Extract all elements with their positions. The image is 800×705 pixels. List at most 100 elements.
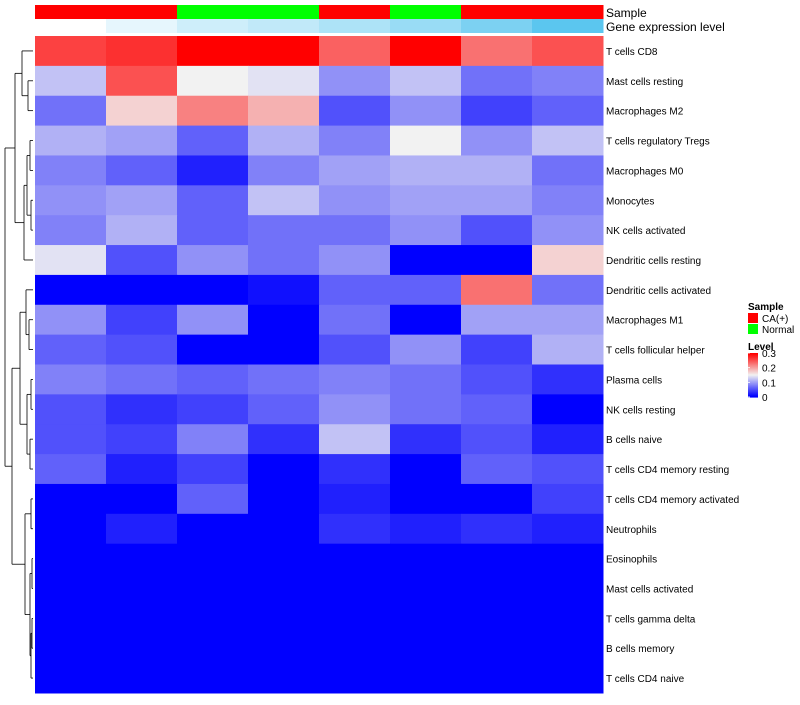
heatmap-cell bbox=[532, 274, 604, 306]
legend-gradient-step bbox=[748, 365, 758, 367]
gene-expression-annotation-cell bbox=[461, 19, 533, 33]
heatmap-cell bbox=[177, 334, 249, 365]
heatmap-cell bbox=[177, 185, 249, 216]
heatmap-cell bbox=[248, 245, 320, 276]
legend-gradient-step bbox=[748, 383, 758, 386]
heatmap-cell bbox=[390, 603, 462, 634]
heatmap-cell bbox=[106, 424, 178, 455]
heatmap-cell bbox=[177, 304, 249, 336]
heatmap-cell bbox=[461, 543, 533, 575]
heatmap-cell bbox=[319, 364, 391, 395]
heatmap-cell bbox=[532, 304, 604, 336]
heatmap-cell bbox=[461, 215, 533, 246]
heatmap-cell bbox=[532, 364, 604, 395]
heatmap-cell bbox=[390, 95, 462, 127]
heatmap-cell bbox=[390, 394, 462, 425]
heatmap-cell bbox=[35, 543, 107, 575]
heatmap-cell bbox=[319, 215, 391, 246]
legend-gradient-step bbox=[748, 389, 758, 391]
row-label: Neutrophils bbox=[606, 525, 657, 536]
legend-gradient-step bbox=[748, 370, 758, 373]
heatmap-cell bbox=[461, 95, 533, 127]
heatmap-cell bbox=[35, 95, 107, 127]
heatmap-cell bbox=[106, 65, 178, 97]
gene-expression-annotation-cell bbox=[248, 19, 320, 33]
heatmap-cell bbox=[106, 125, 178, 156]
heatmap-cell bbox=[35, 633, 107, 664]
heatmap-cell bbox=[319, 483, 391, 515]
row-label: T cells follicular helper bbox=[606, 346, 705, 357]
heatmap-cell bbox=[319, 155, 391, 186]
legend-gradient-step bbox=[748, 393, 758, 396]
legend-gradient-step bbox=[748, 358, 758, 361]
heatmap-cell bbox=[35, 394, 107, 425]
heatmap-cell bbox=[461, 603, 533, 634]
heatmap-cell bbox=[177, 274, 249, 306]
heatmap-cell bbox=[106, 603, 178, 634]
sample-annotation-cell bbox=[248, 5, 320, 19]
heatmap-cell bbox=[248, 65, 320, 97]
legend-level-tick-label: 0.2 bbox=[762, 364, 776, 375]
heatmap-cell bbox=[390, 334, 462, 365]
heatmap-cell bbox=[532, 185, 604, 216]
heatmap-cell bbox=[106, 483, 178, 515]
legend-sample-swatch bbox=[748, 324, 758, 334]
heatmap-cell bbox=[461, 633, 533, 664]
heatmap-cell bbox=[248, 633, 320, 664]
heatmap-cell bbox=[35, 274, 107, 306]
heatmap-cell bbox=[35, 155, 107, 186]
heatmap-cell bbox=[248, 543, 320, 575]
heatmap-cell bbox=[35, 513, 107, 545]
heatmap-cell bbox=[319, 543, 391, 575]
heatmap-cell bbox=[106, 513, 178, 545]
heatmap-cell bbox=[177, 543, 249, 575]
heatmap-cell bbox=[461, 125, 533, 156]
heatmap-cell bbox=[35, 65, 107, 97]
row-label: NK cells resting bbox=[606, 405, 675, 416]
heatmap-cell bbox=[390, 543, 462, 575]
heatmap-cell bbox=[106, 304, 178, 336]
heatmap-cell bbox=[177, 573, 249, 604]
heatmap-cell bbox=[532, 603, 604, 634]
legend-gradient-step bbox=[748, 360, 758, 363]
legend-gradient-step bbox=[748, 386, 758, 388]
heatmap-cell bbox=[248, 125, 320, 156]
heatmap-cell bbox=[248, 424, 320, 455]
heatmap-cell bbox=[532, 65, 604, 97]
heatmap-cell bbox=[532, 663, 604, 694]
heatmap-cell bbox=[177, 364, 249, 395]
row-label: Mast cells resting bbox=[606, 77, 683, 88]
legend-level-tick-label: 0.1 bbox=[762, 378, 776, 389]
legend-gradient-step bbox=[748, 357, 758, 360]
heatmap-cell bbox=[177, 125, 249, 156]
heatmap-cell bbox=[248, 364, 320, 395]
heatmap-cell bbox=[177, 95, 249, 127]
sample-annotation-cell bbox=[532, 5, 604, 19]
legend-gradient-step bbox=[748, 387, 758, 389]
heatmap-cell bbox=[390, 364, 462, 395]
legend-gradient-step bbox=[748, 381, 758, 384]
legend-gradient-step bbox=[748, 395, 758, 398]
heatmap-cells bbox=[35, 36, 604, 694]
heatmap-cell bbox=[106, 573, 178, 604]
heatmap-cell bbox=[177, 633, 249, 664]
heatmap-cell bbox=[390, 633, 462, 664]
heatmap-cell bbox=[248, 483, 320, 515]
legend-gradient-step bbox=[748, 353, 758, 355]
heatmap-cell bbox=[319, 245, 391, 276]
heatmap-cell bbox=[248, 155, 320, 186]
heatmap-cell bbox=[106, 334, 178, 365]
heatmap-cell bbox=[532, 633, 604, 664]
heatmap-cell bbox=[106, 155, 178, 186]
gene-expression-annotation-label: Gene expression level bbox=[606, 20, 725, 34]
legend-gradient-step bbox=[748, 366, 758, 368]
heatmap-cell bbox=[461, 394, 533, 425]
legend-gradient-step bbox=[748, 361, 758, 364]
heatmap-cell bbox=[461, 454, 533, 485]
heatmap-cell bbox=[461, 334, 533, 365]
heatmap-cell bbox=[390, 454, 462, 485]
heatmap-cell bbox=[461, 304, 533, 336]
heatmap-cell bbox=[319, 185, 391, 216]
heatmap-cell bbox=[319, 663, 391, 694]
heatmap-cell bbox=[319, 304, 391, 336]
